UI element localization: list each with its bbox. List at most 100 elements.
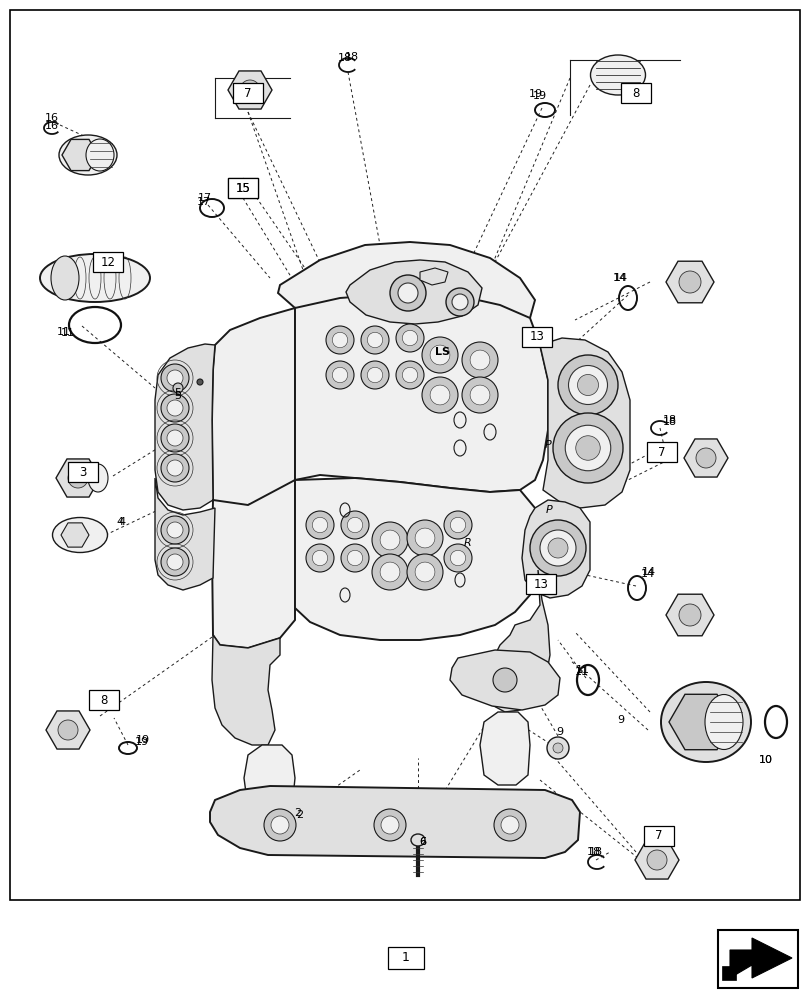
Circle shape: [380, 530, 399, 550]
Text: 1: 1: [401, 951, 410, 964]
Circle shape: [430, 345, 449, 365]
Circle shape: [470, 350, 489, 370]
Bar: [228, 178, 258, 198]
Circle shape: [470, 385, 489, 405]
Text: 18: 18: [662, 415, 676, 425]
Text: 8: 8: [632, 87, 639, 100]
Text: 13: 13: [529, 330, 543, 344]
Ellipse shape: [660, 682, 750, 762]
Text: 5: 5: [174, 388, 182, 398]
Polygon shape: [277, 242, 534, 350]
Text: 3: 3: [79, 466, 87, 479]
Text: 19: 19: [532, 91, 547, 101]
Circle shape: [380, 816, 398, 834]
Polygon shape: [294, 478, 539, 640]
Circle shape: [547, 538, 568, 558]
Circle shape: [646, 850, 666, 870]
Ellipse shape: [51, 256, 79, 300]
Ellipse shape: [590, 55, 645, 95]
Polygon shape: [212, 308, 294, 510]
Circle shape: [444, 511, 471, 539]
Polygon shape: [212, 480, 294, 648]
Circle shape: [325, 326, 354, 354]
Text: 9: 9: [556, 727, 563, 737]
Text: 4: 4: [118, 517, 126, 527]
Ellipse shape: [53, 518, 107, 552]
Polygon shape: [155, 344, 215, 510]
Circle shape: [167, 554, 182, 570]
Text: 12: 12: [101, 255, 115, 268]
Circle shape: [493, 809, 526, 841]
Circle shape: [461, 342, 497, 378]
Text: 15: 15: [235, 182, 250, 195]
Circle shape: [371, 522, 407, 558]
Text: 13: 13: [533, 578, 547, 590]
Circle shape: [396, 324, 423, 352]
Text: 7: 7: [654, 829, 662, 842]
Bar: [620, 83, 650, 103]
Ellipse shape: [86, 139, 114, 171]
Text: 11: 11: [57, 327, 71, 337]
Polygon shape: [449, 650, 560, 710]
Circle shape: [367, 332, 382, 348]
Circle shape: [161, 424, 189, 452]
Circle shape: [271, 816, 289, 834]
Text: 19: 19: [135, 737, 149, 747]
Bar: [521, 327, 551, 347]
Polygon shape: [294, 294, 547, 492]
Circle shape: [678, 271, 700, 293]
Text: 7: 7: [658, 446, 665, 458]
Text: 14: 14: [612, 273, 626, 283]
Bar: [68, 462, 98, 482]
Polygon shape: [539, 338, 629, 508]
Circle shape: [577, 374, 598, 395]
Bar: [717, 930, 797, 988]
Text: LS: LS: [435, 347, 450, 357]
Polygon shape: [479, 712, 530, 785]
Bar: [93, 252, 122, 272]
Circle shape: [380, 562, 399, 582]
Text: 17: 17: [197, 197, 211, 207]
Polygon shape: [155, 478, 215, 590]
Circle shape: [450, 550, 466, 566]
Bar: [526, 574, 556, 594]
Circle shape: [367, 367, 382, 383]
Text: 18: 18: [588, 847, 603, 857]
Polygon shape: [345, 260, 482, 324]
Polygon shape: [212, 635, 280, 745]
Circle shape: [500, 816, 518, 834]
Text: 19: 19: [528, 89, 543, 99]
Circle shape: [173, 383, 182, 393]
Polygon shape: [419, 268, 448, 285]
Circle shape: [557, 355, 617, 415]
Circle shape: [325, 361, 354, 389]
Circle shape: [414, 528, 435, 548]
Circle shape: [161, 364, 189, 392]
Ellipse shape: [59, 135, 117, 175]
Circle shape: [332, 367, 347, 383]
Text: 18: 18: [662, 417, 676, 427]
Text: 6: 6: [419, 837, 426, 847]
Circle shape: [422, 337, 457, 373]
Polygon shape: [243, 745, 294, 818]
Circle shape: [461, 377, 497, 413]
Text: 15: 15: [235, 182, 250, 195]
Ellipse shape: [40, 254, 150, 302]
Text: 4: 4: [116, 517, 123, 527]
Polygon shape: [487, 570, 549, 712]
Circle shape: [341, 511, 368, 539]
Text: 5: 5: [174, 391, 182, 401]
Circle shape: [361, 326, 388, 354]
Circle shape: [547, 737, 569, 759]
Circle shape: [361, 361, 388, 389]
Circle shape: [341, 544, 368, 572]
Bar: [643, 826, 673, 846]
Text: 18: 18: [345, 52, 358, 62]
Circle shape: [396, 361, 423, 389]
Text: 18: 18: [337, 53, 352, 63]
Circle shape: [568, 365, 607, 404]
Circle shape: [401, 330, 417, 346]
Circle shape: [552, 743, 562, 753]
Circle shape: [389, 275, 426, 311]
Text: 9: 9: [616, 715, 624, 725]
